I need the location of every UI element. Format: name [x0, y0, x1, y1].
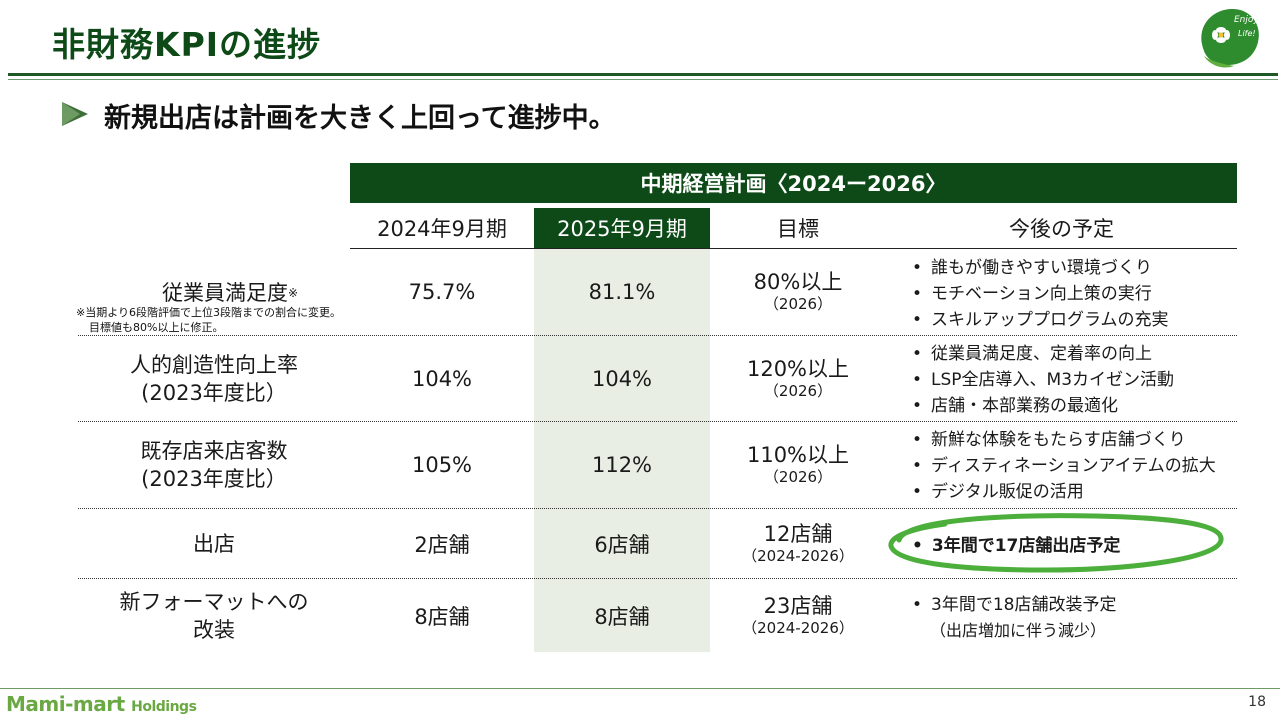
value-fy2025: 6店舗 — [594, 532, 650, 557]
plan-item: 店舗・本部業務の最適化 — [912, 393, 1174, 419]
metric-store-openings: 出店 — [193, 531, 235, 556]
plan-item: 誰もが働きやすい環境づくり — [912, 255, 1169, 281]
logo-text-life: Life! — [1238, 29, 1256, 38]
plan-item: 新鮮な体験をもたらす店舗づくり — [912, 427, 1216, 453]
value-fy2025: 8店舗 — [594, 604, 650, 629]
metric-store-visitors: 既存店来店客数 (2023年度比） — [140, 439, 288, 491]
logo-text-enjoy: Enjoy — [1234, 15, 1259, 25]
title-rule — [8, 73, 1278, 76]
target-period: （2024-2026） — [742, 546, 854, 565]
target-value: 110%以上 — [746, 443, 850, 467]
page-number: 18 — [1248, 694, 1266, 710]
plan-header: 中期経営計画〈2024ー2026〉 — [350, 163, 1237, 203]
target-period: （2026） — [763, 295, 833, 313]
target-cell: 110%以上 （2026） — [710, 422, 886, 508]
column-header-fy2024: 2024年9月期 — [377, 217, 507, 241]
metric-format-renovation: 新フォーマットへの 改装 — [119, 589, 309, 642]
current-year-highlight — [534, 248, 710, 652]
target-cell: 120%以上 （2026） — [710, 336, 886, 421]
plan-item: 従業員満足度、定着率の向上 — [912, 341, 1174, 367]
target-value: 80%以上 — [753, 270, 843, 294]
metric-note: ※当期より6段階評価で上位3段階までの割合に変更。 目標値も80%以上に修正。 — [76, 306, 341, 334]
value-fy2024: 75.7% — [408, 280, 476, 304]
target-cell: 23店舗 （2024-2026） — [710, 579, 886, 652]
plan-list: 3年間で18店舗改装予定 （出店増加に伴う減少） — [912, 592, 1116, 644]
value-fy2024: 8店舗 — [414, 604, 470, 629]
page-title: 非財務KPIの進捗 — [52, 25, 322, 64]
plan-item: 3年間で18店舗改装予定 — [912, 592, 1116, 618]
column-header-fy2025: 2025年9月期 — [534, 208, 710, 248]
value-fy2024: 105% — [411, 453, 473, 477]
plan-item-highlighted: 3年間で17店舗出店予定 — [912, 533, 1121, 559]
row-divider — [78, 508, 1237, 509]
header-rule — [350, 248, 1237, 249]
plan-item: ディスティネーションアイテムの拡大 — [912, 453, 1216, 479]
row-divider — [78, 335, 1237, 336]
plan-item: デジタル販促の活用 — [912, 479, 1216, 505]
target-value: 120%以上 — [746, 356, 850, 381]
plan-list: 誰もが働きやすい環境づくり モチベーション向上策の実行 スキルアッププログラムの… — [912, 255, 1169, 333]
target-period: （2026） — [763, 468, 833, 486]
row-divider — [78, 421, 1237, 422]
company-logo: Mami-mart Holdings — [6, 692, 197, 716]
target-cell: 12店舗 （2024-2026） — [710, 509, 886, 578]
subtitle-arrow-icon — [62, 102, 88, 126]
metric-human-creativity: 人的創造性向上率 (2023年度比） — [130, 352, 298, 405]
value-fy2024: 104% — [411, 366, 473, 391]
value-fy2024: 2店舗 — [414, 532, 470, 557]
plan-list: 3年間で17店舗出店予定 — [912, 533, 1121, 559]
target-cell: 80%以上 （2026） — [710, 249, 886, 335]
target-value: 12店舗 — [763, 521, 833, 546]
row-divider — [78, 578, 1237, 579]
enjoy-life-logo: Enjoy Life! — [1201, 8, 1259, 68]
plan-item: モチベーション向上策の実行 — [912, 281, 1169, 307]
column-header-target: 目標 — [777, 217, 819, 241]
target-period: （2026） — [763, 381, 833, 400]
footer-rule — [0, 688, 1280, 689]
subtitle: 新規出店は計画を大きく上回って進捗中。 — [104, 103, 616, 134]
title-rule-thin — [8, 79, 1278, 80]
column-header-plans: 今後の予定 — [1009, 217, 1114, 241]
target-period: （2024-2026） — [742, 618, 854, 637]
metric-employee-satisfaction: 従業員満足度※ — [161, 281, 299, 305]
plan-list: 従業員満足度、定着率の向上 LSP全店導入、M3カイゼン活動 店舗・本部業務の最… — [912, 341, 1174, 419]
value-fy2025: 81.1% — [588, 280, 656, 304]
plan-item-note: （出店増加に伴う減少） — [930, 621, 1107, 640]
plan-item: スキルアッププログラムの充実 — [912, 307, 1169, 333]
plan-item: LSP全店導入、M3カイゼン活動 — [912, 367, 1174, 393]
value-fy2025: 112% — [591, 453, 653, 477]
plan-list: 新鮮な体験をもたらす店舗づくり ディスティネーションアイテムの拡大 デジタル販促… — [912, 427, 1216, 505]
target-value: 23店舗 — [763, 593, 833, 618]
highlight-ellipse — [888, 513, 1224, 573]
value-fy2025: 104% — [591, 366, 653, 391]
